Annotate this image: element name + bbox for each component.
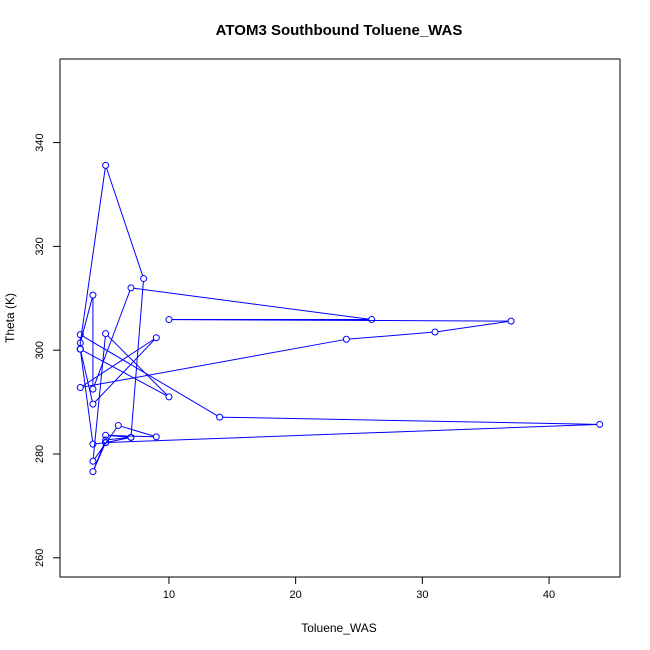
data-point [342,335,350,343]
x-tick-label: 30 [416,589,428,601]
data-point [368,316,376,324]
data-point [76,331,84,339]
data-point [89,457,97,465]
chart-title: ATOM3 Southbound Toluene_WAS [216,22,463,39]
series-segment [80,168,106,341]
series-segment [108,437,129,443]
data-point [89,291,97,299]
series-segment [94,339,155,403]
series-segment [437,321,509,333]
data-point [89,385,97,393]
data-point [165,316,173,324]
data-point [89,440,97,448]
y-axis: 260 280 300 320 340 [34,133,60,567]
series-segment [95,442,103,445]
series-segment [82,335,218,417]
series-segment [80,351,93,402]
data-point [89,468,97,476]
x-tick-label: 10 [163,589,175,601]
data-point [216,413,224,421]
series-segment [93,290,131,387]
data-point [114,421,122,429]
series-segment [82,350,167,396]
y-tick-label: 320 [34,237,46,255]
series-segment [121,425,154,437]
data-point [102,436,110,444]
data-point [102,161,110,169]
plot-frame [59,58,621,578]
series-layer [76,161,604,476]
series-segment [133,287,369,320]
series-segment [108,437,129,441]
data-point [507,317,515,325]
x-tick-label: 40 [543,589,555,601]
data-point [127,433,135,441]
data-point [152,334,160,342]
series-segment [108,424,597,443]
y-tick-label: 260 [34,549,46,567]
data-point [152,433,160,441]
data-point [165,393,173,401]
series-segment [222,416,597,425]
data-point [431,328,439,336]
series-segment [130,281,144,435]
data-point [596,420,604,428]
data-point [127,284,135,292]
data-point [102,439,110,447]
data-point [102,431,110,439]
x-tick-label: 20 [290,589,302,601]
series-segment [106,168,144,276]
data-point [89,400,97,408]
data-point [140,275,148,283]
x-axis: 10 20 30 40 [163,577,555,601]
y-tick-label: 300 [34,341,46,359]
y-tick-label: 280 [34,445,46,463]
series-segment [80,352,94,442]
series-segment [108,434,154,438]
series-segment [349,331,433,340]
y-axis-label: Theta (K) [3,293,17,343]
y-tick-label: 340 [34,133,46,151]
data-point [102,330,110,338]
series-segment [82,338,155,387]
data-point [76,384,84,392]
series-segment [107,335,168,396]
data-point [76,345,84,353]
series-segment [83,339,344,388]
x-axis-label: Toluene_WAS [301,621,377,635]
